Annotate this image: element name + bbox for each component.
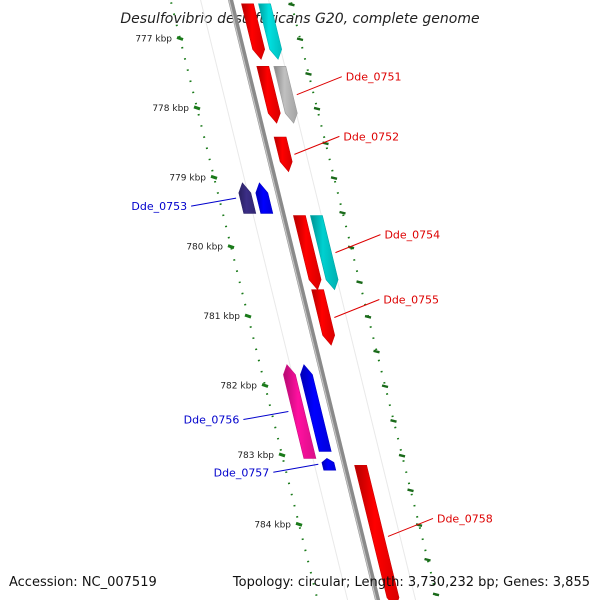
- gene-arrow: [300, 364, 332, 452]
- right-minor-tick: [288, 2, 295, 7]
- genome-backbone-highlight: [228, 0, 377, 600]
- gene-arrow-dde-0754: [310, 215, 339, 291]
- ruler-major-tick: [261, 383, 269, 388]
- gene-leader-line: [296, 76, 342, 96]
- gene-leader-line: [191, 197, 237, 207]
- gene-arrow: [293, 215, 322, 291]
- gene-arrow-dde-0752: [273, 136, 293, 173]
- right-minor-tick: [330, 176, 338, 180]
- gene-label: Dde_0754: [384, 229, 440, 242]
- gene-label: Dde_0758: [437, 512, 493, 525]
- gene-leader-line: [273, 463, 319, 473]
- genome-summary-text: Topology: circular; Length: 3,730,232 bp…: [232, 575, 590, 590]
- gene-arrow: [241, 3, 266, 60]
- ruler-major-tick: [176, 36, 184, 41]
- ruler-label: 781 kbp: [203, 312, 240, 322]
- right-minor-tick: [305, 72, 312, 76]
- ruler-label: 784 kbp: [254, 520, 291, 530]
- gene-leader-line: [387, 517, 434, 537]
- ruler-label: 780 kbp: [186, 243, 223, 253]
- ruler-label: 783 kbp: [237, 451, 274, 461]
- ruler-major-tick: [295, 521, 303, 527]
- gene-arrow: [255, 182, 274, 214]
- gene-label: Dde_0752: [343, 130, 399, 143]
- right-minor-tick: [339, 210, 346, 215]
- right-minor-tick: [313, 106, 321, 111]
- gene-leader-line: [243, 411, 289, 421]
- ruler-label: 779 kbp: [169, 173, 206, 183]
- ruler-label: 777 kbp: [135, 35, 172, 45]
- gene-leader-line: [334, 299, 380, 318]
- gene-leader-line: [335, 234, 381, 254]
- genome-backbone: [227, 0, 381, 600]
- genome-title: Desulfovibrio desulfuricans G20, complet…: [120, 11, 479, 27]
- ruler-major-tick: [278, 452, 286, 458]
- ruler-label: 778 kbp: [152, 104, 189, 114]
- right-minor-tick: [407, 488, 414, 493]
- gene-label: Dde_0756: [184, 414, 240, 427]
- gene-arrow-dde-0758: [354, 464, 400, 600]
- ruler-major-tick: [210, 174, 218, 180]
- gene-arrow-dde-0756: [283, 364, 317, 459]
- gene-arrow-dde-0757: [321, 458, 337, 471]
- gene-leader-line: [294, 135, 340, 155]
- ruler-label: 782 kbp: [220, 382, 257, 392]
- right-minor-tick: [390, 419, 397, 423]
- gene-arrow: [258, 3, 283, 60]
- gene-label: Dde_0757: [214, 466, 270, 479]
- gene-arrow-dde-0751: [273, 66, 298, 124]
- lane-guide: [200, 0, 349, 600]
- gene-label: Dde_0755: [383, 293, 439, 306]
- ruler-major-tick: [193, 105, 201, 111]
- right-minor-tick: [356, 280, 363, 285]
- map-layer: 777 kbp 778 kbp 779 kbp 780 kbp 781 kbp 782 k…: [131, 0, 493, 600]
- ruler-major-tick: [227, 244, 235, 250]
- right-minor-tick: [364, 314, 372, 319]
- ruler-dotted-line: [169, 0, 319, 600]
- right-minor-tick: [381, 384, 389, 389]
- gene-arrow-dde-0755: [311, 289, 336, 346]
- gene-label: Dde_0753: [131, 200, 187, 213]
- gene-label: Dde_0751: [346, 71, 402, 84]
- ruler-major-tick: [244, 313, 252, 319]
- right-minor-tick: [296, 37, 304, 42]
- gene-arrow-dde-0753: [238, 182, 257, 214]
- right-minor-tick: [398, 453, 406, 458]
- right-minor-tick: [424, 557, 431, 562]
- accession-text: Accession: NC_007519: [9, 575, 157, 590]
- gene-arrow: [256, 66, 281, 124]
- right-minor-tick: [432, 592, 440, 597]
- right-minor-tick: [373, 349, 380, 354]
